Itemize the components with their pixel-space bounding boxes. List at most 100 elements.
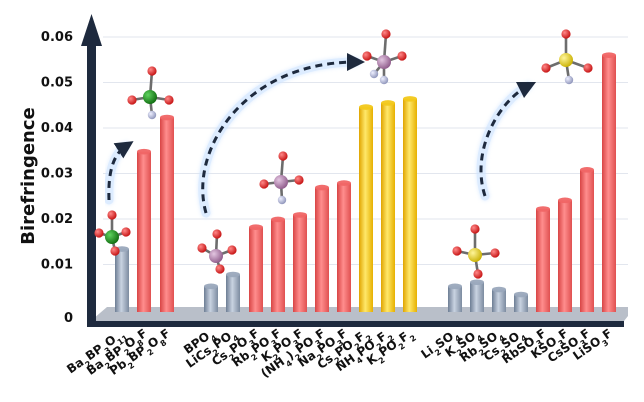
bar-cap bbox=[293, 212, 307, 218]
bar-(NH4)2PO3F bbox=[315, 184, 329, 312]
bar-body bbox=[448, 286, 462, 312]
y-tick-label: 0 bbox=[64, 311, 73, 326]
bar-body bbox=[403, 98, 417, 312]
bar-LiSO3F bbox=[602, 52, 616, 312]
fluorine-atom bbox=[379, 75, 389, 85]
bar-body bbox=[160, 117, 174, 312]
bar-Cs2PO3F bbox=[249, 224, 263, 312]
center-atom-P bbox=[274, 175, 288, 189]
bar-body bbox=[470, 282, 484, 312]
bar-NH4PO2F2 bbox=[381, 100, 395, 312]
bar-Cs2SO4 bbox=[514, 291, 528, 312]
sulfate-molecule-icon bbox=[452, 224, 500, 279]
bar-Rb2SO4 bbox=[492, 286, 506, 312]
oxygen-atom bbox=[197, 243, 207, 253]
trend-arrow-glow bbox=[198, 57, 361, 218]
y-tick-label: 0.03 bbox=[41, 167, 73, 182]
bar-BPO4 bbox=[204, 283, 218, 312]
bar-body bbox=[137, 151, 151, 312]
y-tick-label: 0.01 bbox=[41, 258, 73, 273]
trend-arrows bbox=[104, 53, 537, 218]
fluorine-atom bbox=[369, 69, 379, 79]
oxygen-atom bbox=[127, 95, 137, 105]
bar-cap bbox=[403, 96, 417, 102]
bar-K2SO4 bbox=[470, 279, 484, 312]
oxygen-atom bbox=[164, 95, 174, 105]
bar-body bbox=[381, 102, 395, 312]
bar-body bbox=[315, 187, 329, 312]
bar-cap bbox=[249, 224, 263, 230]
bar-body bbox=[293, 214, 307, 312]
center-atom-B bbox=[143, 90, 157, 104]
bar-cap bbox=[204, 283, 218, 290]
fluorine-atom bbox=[277, 195, 287, 205]
bar-Li2SO4 bbox=[448, 283, 462, 312]
bar-K2PO3F bbox=[293, 212, 307, 312]
molecule-icons bbox=[94, 29, 593, 279]
category-label: LiSO3F bbox=[570, 326, 616, 366]
center-atom-B bbox=[105, 230, 119, 244]
oxygen-atom bbox=[583, 63, 593, 73]
bars bbox=[115, 52, 616, 312]
floor-front bbox=[93, 321, 624, 327]
bar-Pb2BP2O8F bbox=[160, 114, 174, 312]
y-axis bbox=[81, 14, 102, 327]
bar-RbSO3F bbox=[536, 206, 550, 312]
center-atom-P bbox=[209, 249, 223, 263]
bar-cap bbox=[514, 291, 528, 298]
oxygen-atom bbox=[259, 179, 269, 189]
y-axis-arrowhead bbox=[81, 14, 102, 46]
trend-arrow bbox=[201, 53, 365, 214]
bar-Ba2BP2O8F bbox=[137, 148, 151, 312]
oxygen-atom bbox=[212, 229, 222, 239]
trend-arrow bbox=[107, 141, 134, 201]
bar-Rb2PO3F bbox=[271, 216, 285, 312]
oxygen-atom bbox=[381, 29, 391, 39]
bar-body bbox=[337, 183, 351, 312]
bar-Na2PO3F bbox=[337, 180, 351, 312]
bar-CsSO3F bbox=[580, 167, 594, 312]
difluorophosphate-molecule-icon bbox=[362, 29, 407, 85]
bar-body bbox=[271, 219, 285, 312]
bar-cap bbox=[536, 206, 550, 212]
bar-cap bbox=[359, 104, 373, 110]
oxygen-atom bbox=[473, 269, 483, 279]
oxygen-atom bbox=[107, 210, 117, 220]
oxygen-atom bbox=[362, 51, 372, 61]
bar-cap bbox=[315, 184, 329, 191]
bar-cap bbox=[448, 283, 462, 290]
trend-arrow bbox=[479, 81, 537, 197]
oxygen-atom bbox=[294, 175, 304, 185]
oxygen-atom bbox=[110, 246, 120, 256]
oxygen-atom bbox=[490, 248, 500, 258]
y-axis-line bbox=[87, 42, 96, 327]
bar-cap bbox=[602, 52, 616, 58]
bar-body bbox=[249, 227, 263, 312]
bar-cap bbox=[337, 180, 351, 186]
y-tick-label: 0.02 bbox=[41, 212, 73, 227]
bar-body bbox=[226, 274, 240, 312]
y-axis-label: Birefringence bbox=[18, 107, 39, 244]
bar-K2PO2F2 bbox=[403, 96, 417, 312]
bar-body bbox=[204, 286, 218, 312]
oxygen-atom bbox=[121, 227, 131, 237]
bar-cap bbox=[492, 286, 506, 293]
bar-body bbox=[602, 55, 616, 312]
y-tick-label: 0.04 bbox=[41, 121, 73, 136]
bar-body bbox=[514, 294, 528, 312]
oxygen-atom bbox=[94, 228, 104, 238]
bar-body bbox=[558, 200, 572, 312]
borate-molecule-icon bbox=[94, 210, 131, 256]
bar-Ba2BP3O11 bbox=[115, 246, 129, 312]
oxygen-atom bbox=[541, 63, 551, 73]
category-label: Li2SO4 bbox=[418, 326, 463, 365]
oxygen-atom bbox=[561, 29, 571, 39]
bar-cap bbox=[226, 271, 240, 278]
center-atom-S bbox=[559, 53, 573, 67]
bar-body bbox=[359, 107, 373, 312]
bar-Cs2PO2F2 bbox=[359, 104, 373, 312]
oxygen-atom bbox=[470, 224, 480, 234]
fluoroborate-molecule-icon bbox=[127, 66, 174, 120]
bar-cap bbox=[558, 197, 572, 204]
